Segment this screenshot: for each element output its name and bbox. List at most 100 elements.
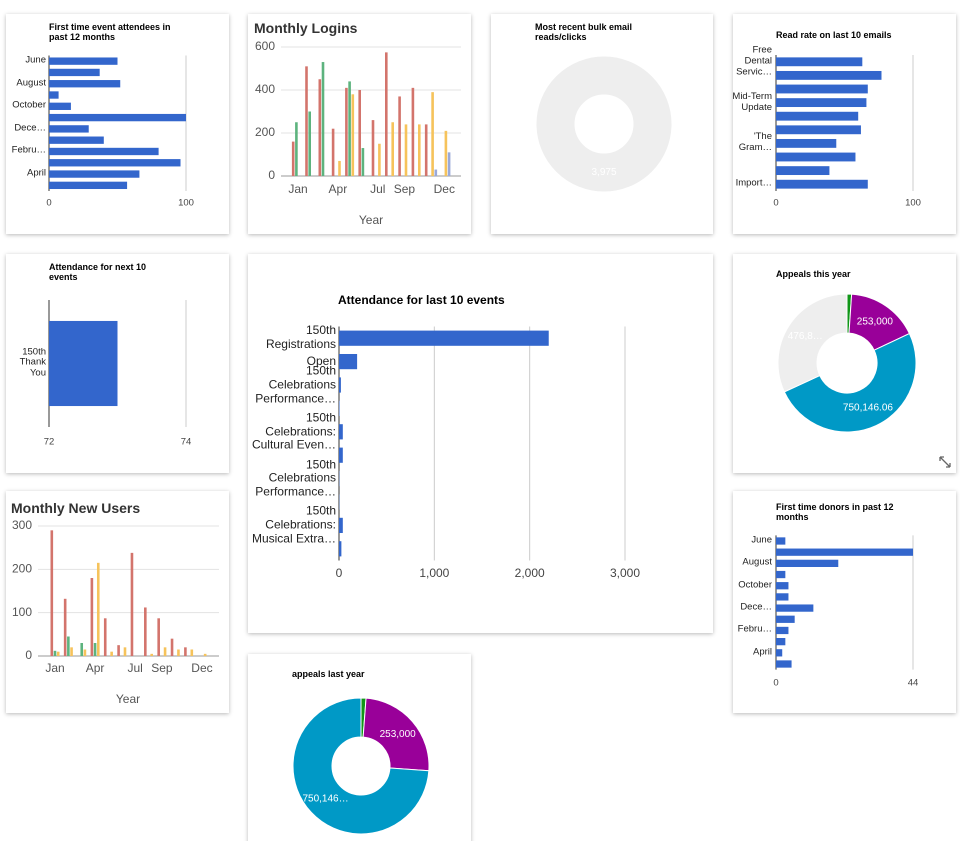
bar — [130, 552, 134, 656]
bar — [117, 645, 120, 656]
y-tick-label: 150th Thank You — [19, 346, 46, 379]
bar — [385, 52, 388, 176]
bar — [305, 66, 308, 176]
y-tick-label: Open — [306, 353, 336, 368]
x-tick-label: 3,000 — [610, 566, 640, 580]
card — [6, 491, 229, 713]
bar — [371, 120, 375, 176]
card — [6, 14, 229, 234]
bar — [339, 517, 343, 534]
x-tick-label: 100 — [178, 198, 194, 209]
x-tick-label: 44 — [908, 678, 919, 689]
y-tick-label: June — [751, 534, 772, 546]
bar — [776, 638, 786, 646]
bar — [776, 615, 795, 623]
x-tick-label: 0 — [773, 678, 778, 689]
bar — [103, 618, 107, 656]
bar — [776, 179, 868, 189]
bar — [398, 96, 401, 176]
y-tick-label: Free Dental Servic… — [736, 44, 772, 78]
bar — [50, 530, 54, 656]
bar — [776, 98, 867, 108]
y-tick-label: October — [738, 579, 772, 591]
chart-title: Attendance for next 10 events — [49, 262, 147, 283]
bar — [49, 102, 71, 110]
x-tick-label: Dec — [191, 661, 212, 675]
bar — [339, 377, 341, 393]
chart-title: appeals last year — [292, 669, 365, 679]
card — [733, 14, 956, 234]
x-tick-label: Dec — [434, 182, 455, 196]
chart-title: First time donors in past 12 months — [776, 502, 894, 523]
y-tick-label: 150th Celebrations Performance… — [255, 456, 336, 499]
bar — [424, 124, 428, 176]
bar — [163, 647, 167, 656]
bar — [90, 578, 94, 656]
bar — [184, 647, 187, 656]
x-tick-label: Jan — [45, 661, 64, 675]
bar — [776, 138, 837, 148]
bar — [776, 582, 789, 590]
x-tick-label: 100 — [905, 198, 921, 209]
pie-slice — [777, 293, 848, 393]
bar — [339, 330, 549, 346]
bar — [63, 598, 67, 656]
x-tick-label: 0 — [773, 198, 778, 209]
bar — [83, 649, 87, 656]
x-tick-label: Sep — [151, 661, 173, 675]
card — [248, 254, 713, 633]
y-tick-label: 0 — [268, 168, 275, 182]
bar — [49, 320, 118, 407]
card — [733, 491, 956, 713]
y-tick-label: 600 — [255, 39, 275, 53]
pie-slice — [292, 697, 430, 835]
bar — [144, 607, 147, 656]
bar — [56, 651, 60, 656]
x-tick-label: Jul — [370, 182, 385, 196]
y-tick-label: Dece… — [740, 601, 772, 613]
chart-title: First time event attendees in past 12 mo… — [49, 22, 171, 43]
bar — [776, 548, 913, 556]
bar — [49, 80, 121, 88]
bar — [291, 141, 295, 176]
bar — [295, 122, 298, 176]
y-tick-label: 150th Registrations — [265, 323, 336, 352]
card — [491, 14, 713, 234]
bar — [49, 113, 186, 122]
bar — [203, 653, 207, 656]
y-tick-label: 100 — [12, 605, 32, 619]
y-tick-label: April — [752, 646, 772, 658]
y-tick-label: Mid-Term Update — [732, 90, 772, 113]
bar — [150, 653, 154, 656]
bar — [190, 649, 194, 656]
card — [733, 254, 956, 473]
chart-title: Appeals this year — [776, 269, 851, 279]
pie-slice — [783, 332, 917, 433]
bar — [345, 87, 348, 176]
slice-label: 750,146.06 — [843, 403, 893, 414]
x-tick-label: Jan — [288, 182, 307, 196]
bar — [67, 636, 70, 656]
bar — [49, 68, 100, 77]
x-axis-title: Year — [359, 213, 383, 227]
bar — [378, 143, 381, 176]
y-tick-label: 200 — [255, 125, 275, 139]
pie-slice — [362, 697, 430, 772]
y-tick-label: 400 — [255, 82, 275, 96]
slice-label: 476,8… — [788, 331, 823, 342]
bar — [348, 81, 351, 176]
bar — [321, 62, 325, 176]
bar — [776, 57, 863, 67]
x-tick-label: 0 — [46, 198, 51, 209]
bar — [447, 152, 451, 176]
bar — [776, 593, 789, 601]
chart-title: Monthly New Users — [11, 500, 141, 516]
resize-icon[interactable] — [939, 456, 951, 468]
bar — [776, 70, 882, 80]
y-tick-label: April — [26, 167, 46, 179]
bar — [318, 79, 322, 176]
chart-title: Attendance for last 10 events — [338, 293, 505, 307]
bar — [431, 92, 434, 176]
x-tick-label: Sep — [394, 182, 416, 196]
bar — [49, 91, 59, 99]
